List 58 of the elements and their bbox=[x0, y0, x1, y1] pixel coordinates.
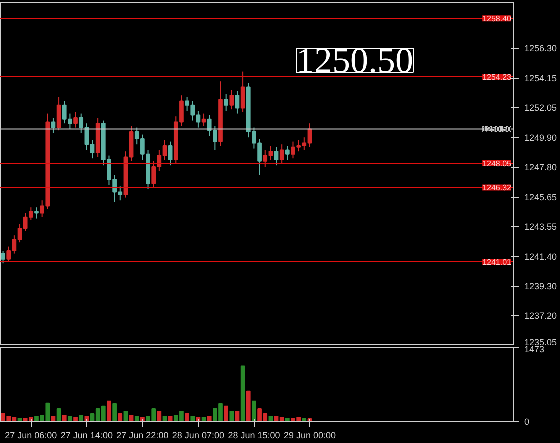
candlestick bbox=[235, 90, 240, 114]
bar bbox=[302, 418, 307, 422]
bar bbox=[285, 418, 290, 422]
y-tick-label: 1254.15 bbox=[524, 74, 558, 84]
y-tick-label: 1237.20 bbox=[524, 310, 558, 321]
candlestick bbox=[74, 112, 78, 128]
x-tick-label: 29 Jun 00:00 bbox=[284, 430, 336, 440]
ref-line-label: 1248.05 bbox=[482, 160, 512, 168]
bar bbox=[240, 366, 246, 422]
bar bbox=[207, 416, 212, 422]
bar bbox=[107, 400, 112, 422]
bar bbox=[230, 410, 234, 422]
y-tick-label: 1473 bbox=[524, 344, 545, 354]
bar bbox=[62, 414, 67, 422]
candlestick bbox=[240, 71, 246, 113]
bar bbox=[68, 416, 72, 422]
bar bbox=[157, 410, 162, 422]
y-tick-label: 1241.40 bbox=[524, 252, 558, 262]
candlestick bbox=[230, 90, 234, 110]
bar bbox=[190, 416, 196, 422]
ref-line-label: 1254.23 bbox=[482, 72, 512, 82]
y-tick-label: 1256.30 bbox=[524, 44, 558, 54]
y-tick-label: 1249.90 bbox=[524, 133, 558, 144]
bar bbox=[185, 413, 190, 422]
candlestick bbox=[56, 96, 62, 132]
y-tick-label: 0 bbox=[524, 417, 530, 427]
x-tick-label: 27 Jun 14:00 bbox=[60, 430, 113, 440]
candlestick bbox=[224, 94, 229, 112]
candlestick bbox=[274, 146, 279, 166]
bar bbox=[134, 416, 140, 422]
candlestick bbox=[280, 144, 284, 165]
candlestick bbox=[51, 118, 56, 134]
ref-line-label: 1258.40 bbox=[482, 14, 512, 24]
bar bbox=[56, 408, 62, 422]
x-tick-label: 28 Jun 07:00 bbox=[172, 430, 224, 440]
y-tick-label: 1245.65 bbox=[524, 192, 558, 203]
y-tick-label: 1252.05 bbox=[524, 103, 558, 113]
bar bbox=[252, 400, 256, 422]
y-tick-label: 1239.30 bbox=[524, 282, 558, 292]
bar bbox=[246, 390, 251, 422]
ref-line-label: 1250.50 bbox=[482, 125, 512, 134]
candlestick bbox=[34, 207, 39, 220]
candlestick bbox=[202, 113, 206, 127]
bar bbox=[74, 416, 78, 422]
ref-line-label: 1246.32 bbox=[482, 184, 512, 193]
x-tick-label: 27 Jun 22:00 bbox=[116, 430, 169, 440]
candlestick bbox=[285, 146, 290, 160]
x-tick-label: 27 Jun 06:00 bbox=[5, 430, 58, 440]
y-tick-label: 1247.80 bbox=[524, 162, 558, 172]
y-tick-label: 1243.55 bbox=[524, 222, 558, 232]
ref-line-label: 1241.01 bbox=[482, 258, 512, 268]
bar bbox=[118, 413, 123, 422]
bar bbox=[224, 406, 229, 422]
candlestick bbox=[1, 250, 6, 264]
bar bbox=[79, 414, 84, 422]
x-tick-label: 28 Jun 15:00 bbox=[228, 430, 280, 440]
candlestick bbox=[168, 141, 173, 166]
bar bbox=[112, 403, 117, 422]
